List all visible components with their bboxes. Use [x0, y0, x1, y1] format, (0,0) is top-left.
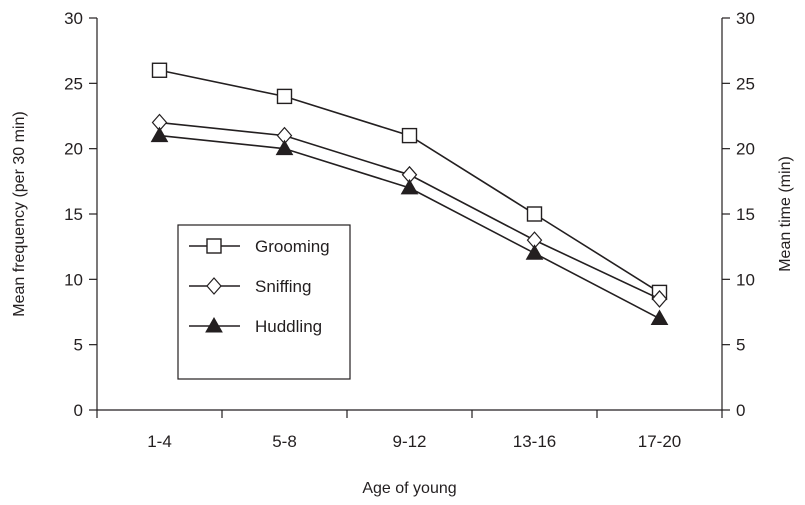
y-tick-label-right: 20 — [736, 140, 755, 159]
legend: Grooming Sniffing Huddling — [177, 224, 351, 380]
x-tick-label: 5-8 — [272, 432, 297, 451]
y-tick-label-left: 25 — [64, 74, 83, 93]
y-tick-label-left: 15 — [64, 205, 83, 224]
y-tick-label-left: 20 — [64, 140, 83, 159]
y-axis-title-left: Mean frequency (per 30 min) — [11, 111, 28, 316]
y-tick-label-right: 10 — [736, 270, 755, 289]
legend-label-sniffing: Sniffing — [255, 277, 311, 296]
point-sniffing — [651, 290, 668, 308]
y-tick-label-left: 0 — [74, 401, 83, 420]
point-grooming — [401, 127, 418, 144]
series-layer — [150, 62, 669, 326]
point-grooming — [151, 62, 168, 78]
x-tick-label: 13-16 — [513, 432, 556, 451]
point-huddling — [150, 126, 169, 143]
y-tick-label-right: 0 — [736, 401, 745, 420]
y-axis-title-right: Mean time (min) — [777, 156, 794, 272]
y-tick-label-left: 10 — [64, 270, 83, 289]
y-tick-label-right: 25 — [736, 74, 755, 93]
y-tick-label-left: 30 — [64, 9, 83, 28]
legend-marker-grooming — [206, 238, 222, 254]
point-huddling — [650, 309, 669, 326]
legend-marker-huddling — [205, 316, 223, 333]
point-huddling — [525, 244, 544, 260]
y-tick-label-right: 5 — [736, 336, 745, 355]
point-huddling — [275, 139, 294, 156]
y-tick-label-right: 15 — [736, 205, 755, 224]
point-grooming — [276, 88, 293, 105]
axes: 0 5 10 15 20 25 30 0 5 10 15 20 25 30 1-4 5-8 9-12 13-16 1… — [64, 9, 755, 451]
x-tick-label: 17-20 — [638, 432, 681, 451]
legend-label-grooming: Grooming — [255, 237, 330, 256]
point-huddling — [400, 178, 419, 195]
x-tick-label: 9-12 — [392, 432, 426, 451]
x-tick-label: 1-4 — [147, 432, 172, 451]
y-tick-label-left: 5 — [74, 336, 83, 355]
point-grooming — [526, 206, 543, 222]
y-tick-label-right: 30 — [736, 9, 755, 28]
legend-label-huddling: Huddling — [255, 317, 322, 336]
x-axis-title: Age of young — [362, 480, 456, 497]
legend-marker-sniffing — [206, 277, 222, 295]
